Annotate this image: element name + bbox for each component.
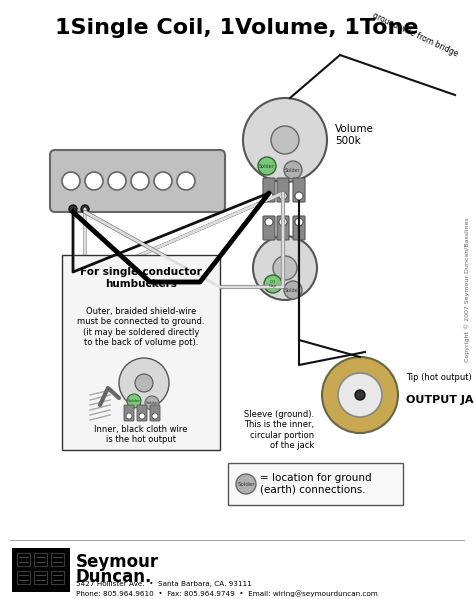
- Circle shape: [62, 172, 80, 190]
- Text: Solder: Solder: [237, 482, 255, 486]
- Circle shape: [338, 373, 382, 417]
- Circle shape: [273, 256, 297, 280]
- Bar: [12, 548, 70, 592]
- Text: Inner, black cloth wire
is the hot output: Inner, black cloth wire is the hot outpu…: [94, 425, 188, 444]
- Text: Copyright © 2007 Seymour Duncan/Basslines: Copyright © 2007 Seymour Duncan/Bassline…: [465, 217, 470, 362]
- Text: For single-conductor
humbuckers: For single-conductor humbuckers: [80, 267, 202, 289]
- Text: Phone: 805.964.9610  •  Fax: 805.964.9749  •  Email: wiring@seymourduncan.com: Phone: 805.964.9610 • Fax: 805.964.9749 …: [76, 590, 378, 597]
- FancyBboxPatch shape: [50, 150, 225, 212]
- Text: Solder: Solder: [259, 164, 275, 168]
- Text: = location for ground
(earth) connections.: = location for ground (earth) connection…: [260, 473, 372, 495]
- Circle shape: [85, 172, 103, 190]
- Text: 1Single Coil, 1Volume, 1Tone: 1Single Coil, 1Volume, 1Tone: [55, 18, 419, 38]
- Text: Solder: Solder: [146, 401, 159, 405]
- Text: Solder: Solder: [285, 288, 301, 292]
- FancyBboxPatch shape: [263, 216, 275, 240]
- Circle shape: [265, 192, 273, 200]
- Circle shape: [265, 218, 273, 226]
- Circle shape: [154, 172, 172, 190]
- FancyBboxPatch shape: [277, 178, 289, 202]
- Circle shape: [253, 236, 317, 300]
- Circle shape: [295, 218, 303, 226]
- Circle shape: [243, 98, 327, 182]
- Text: OUTPUT JACK: OUTPUT JACK: [406, 395, 474, 405]
- Circle shape: [264, 275, 282, 293]
- FancyBboxPatch shape: [150, 405, 160, 421]
- Text: Tip (hot output): Tip (hot output): [406, 373, 472, 382]
- FancyBboxPatch shape: [228, 463, 403, 505]
- Text: Solder: Solder: [285, 168, 301, 173]
- Circle shape: [279, 192, 287, 200]
- Circle shape: [258, 157, 276, 175]
- Text: Volume
500k: Volume 500k: [335, 124, 374, 146]
- Text: 5427 Hollister Ave.  •  Santa Barbara, CA. 93111: 5427 Hollister Ave. • Santa Barbara, CA.…: [76, 581, 252, 587]
- Circle shape: [69, 205, 77, 213]
- Circle shape: [279, 218, 287, 226]
- Circle shape: [284, 161, 302, 179]
- Circle shape: [131, 172, 149, 190]
- Circle shape: [119, 358, 169, 408]
- Circle shape: [139, 413, 145, 419]
- Bar: [51, 553, 64, 566]
- Circle shape: [127, 394, 141, 408]
- Text: Seymour: Seymour: [76, 553, 159, 571]
- Bar: [17, 571, 30, 584]
- Bar: [51, 571, 64, 584]
- Text: Outer, braided shield-wire
must be connected to ground.
(it may be soldered dire: Outer, braided shield-wire must be conne…: [77, 307, 205, 347]
- Circle shape: [284, 281, 302, 299]
- Circle shape: [322, 357, 398, 433]
- Text: Sleeve (ground).
This is the inner,
circular portion
of the jack: Sleeve (ground). This is the inner, circ…: [244, 410, 314, 450]
- Text: Solder: Solder: [128, 399, 141, 403]
- Text: Duncan.: Duncan.: [76, 568, 152, 586]
- Bar: [34, 571, 47, 584]
- FancyBboxPatch shape: [124, 405, 134, 421]
- Circle shape: [295, 192, 303, 200]
- FancyBboxPatch shape: [293, 216, 305, 240]
- FancyBboxPatch shape: [263, 178, 275, 202]
- FancyBboxPatch shape: [137, 405, 147, 421]
- FancyBboxPatch shape: [293, 178, 305, 202]
- Circle shape: [145, 396, 159, 410]
- Text: ground wire from bridge: ground wire from bridge: [371, 10, 459, 58]
- Circle shape: [126, 413, 132, 419]
- Circle shape: [108, 172, 126, 190]
- Circle shape: [81, 205, 89, 213]
- Text: .01
Cap: .01 Cap: [269, 280, 277, 288]
- Circle shape: [271, 126, 299, 154]
- FancyBboxPatch shape: [277, 216, 289, 240]
- Circle shape: [135, 374, 153, 392]
- Bar: [34, 553, 47, 566]
- Circle shape: [355, 390, 365, 400]
- Circle shape: [177, 172, 195, 190]
- Bar: [17, 553, 30, 566]
- Circle shape: [236, 474, 256, 494]
- Circle shape: [152, 413, 158, 419]
- FancyBboxPatch shape: [62, 255, 220, 450]
